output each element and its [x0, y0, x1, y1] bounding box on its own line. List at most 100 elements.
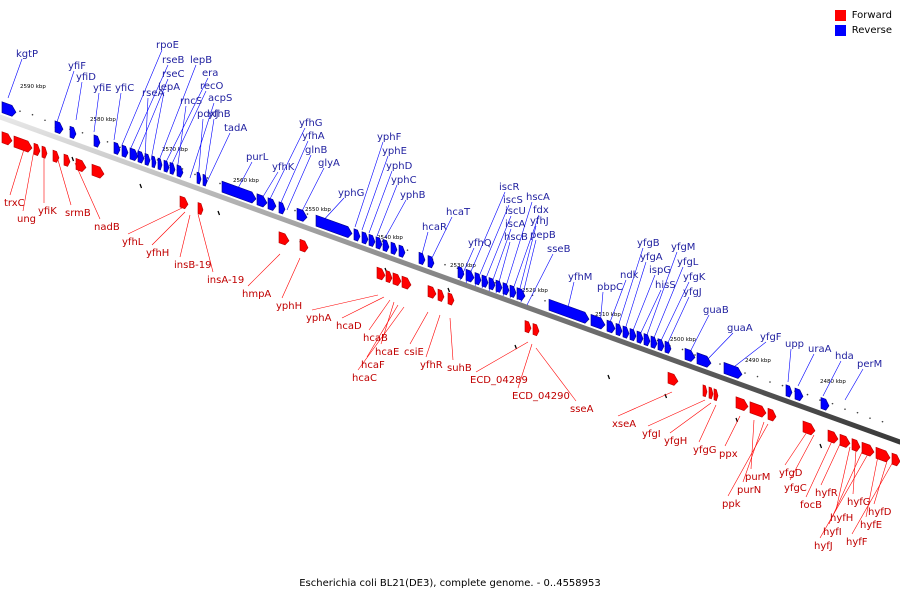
reverse-gene-label[interactable]: hscB — [504, 232, 528, 243]
forward-gene-label[interactable]: hyfR — [815, 488, 838, 499]
forward-gene[interactable] — [767, 407, 777, 422]
reverse-gene[interactable] — [353, 228, 361, 242]
reverse-gene-label[interactable]: yfgJ — [683, 287, 702, 298]
forward-gene-label[interactable]: yfhL — [122, 237, 144, 248]
reverse-gene[interactable] — [196, 171, 202, 185]
reverse-gene[interactable] — [502, 282, 510, 296]
reverse-gene-label[interactable]: guaA — [727, 323, 753, 334]
reverse-gene[interactable] — [629, 328, 637, 342]
reverse-gene[interactable] — [820, 397, 830, 411]
forward-gene[interactable] — [75, 158, 87, 172]
reverse-gene-label[interactable]: yfgA — [640, 252, 663, 263]
reverse-gene[interactable] — [221, 180, 257, 204]
reverse-gene[interactable] — [457, 265, 465, 280]
reverse-gene[interactable] — [418, 251, 426, 265]
forward-gene[interactable] — [197, 202, 204, 215]
reverse-gene-label[interactable]: yfhG — [299, 118, 323, 129]
forward-gene[interactable] — [702, 384, 708, 398]
forward-gene[interactable] — [891, 452, 900, 467]
forward-gene[interactable] — [299, 238, 309, 253]
reverse-gene-label[interactable]: fdx — [533, 205, 549, 216]
forward-gene-label[interactable]: srmB — [65, 208, 91, 219]
reverse-gene[interactable] — [474, 272, 482, 286]
forward-gene-label[interactable]: yfiK — [38, 206, 57, 217]
reverse-gene[interactable] — [495, 279, 503, 293]
reverse-gene-label[interactable]: perM — [857, 359, 882, 370]
reverse-gene[interactable] — [54, 120, 64, 134]
reverse-gene[interactable] — [361, 231, 369, 245]
reverse-gene-label[interactable]: yfhK — [272, 162, 295, 173]
reverse-gene-label[interactable]: hcaT — [446, 207, 471, 218]
reverse-gene[interactable] — [643, 333, 651, 347]
forward-gene-label[interactable]: yfgG — [693, 445, 717, 456]
forward-gene-label[interactable]: hcaC — [352, 373, 377, 384]
reverse-gene-label[interactable]: lepA — [158, 82, 180, 93]
reverse-gene[interactable] — [368, 233, 376, 247]
reverse-gene[interactable] — [382, 238, 390, 252]
forward-gene-label[interactable]: hyfH — [830, 513, 853, 524]
reverse-gene-label[interactable]: rseB — [162, 55, 184, 66]
reverse-gene-label[interactable]: iscR — [499, 182, 519, 193]
forward-gene-label[interactable]: focB — [800, 500, 822, 511]
reverse-gene[interactable] — [615, 323, 623, 337]
reverse-gene[interactable] — [157, 157, 163, 171]
forward-gene-label[interactable]: nadB — [94, 222, 120, 233]
forward-gene-label[interactable]: insB-19 — [174, 260, 212, 271]
reverse-gene[interactable] — [636, 330, 644, 344]
forward-gene[interactable] — [447, 292, 455, 306]
forward-gene-label[interactable]: hcaD — [336, 321, 362, 332]
forward-gene[interactable] — [667, 371, 679, 386]
forward-gene[interactable] — [875, 446, 891, 463]
forward-gene[interactable] — [179, 195, 189, 210]
forward-gene[interactable] — [52, 149, 60, 163]
reverse-gene-label[interactable]: rncS — [180, 96, 202, 107]
reverse-gene[interactable] — [151, 155, 157, 169]
reverse-gene-label[interactable]: iscS — [503, 195, 523, 206]
forward-gene-label[interactable]: hyfG — [847, 497, 871, 508]
reverse-gene[interactable] — [93, 134, 101, 148]
forward-gene[interactable] — [437, 288, 445, 302]
reverse-gene-label[interactable]: guaB — [703, 305, 729, 316]
reverse-gene[interactable] — [548, 298, 590, 324]
forward-gene-label[interactable]: hcaE — [375, 347, 399, 358]
reverse-gene[interactable] — [509, 284, 517, 298]
reverse-gene-label[interactable]: tadA — [224, 123, 247, 134]
reverse-gene-label[interactable]: rpoE — [156, 40, 179, 51]
reverse-gene-label[interactable]: yphC — [391, 175, 417, 186]
reverse-gene-label[interactable]: ndk — [620, 270, 639, 281]
forward-gene-label[interactable]: hmpA — [242, 289, 271, 300]
forward-gene-label[interactable]: ECD_04290 — [512, 391, 570, 402]
forward-gene[interactable] — [385, 269, 393, 284]
forward-gene[interactable] — [532, 323, 540, 337]
reverse-gene[interactable] — [69, 125, 77, 139]
forward-gene[interactable] — [63, 153, 71, 167]
forward-gene[interactable] — [713, 388, 719, 402]
reverse-gene-label[interactable]: yfgL — [677, 257, 699, 268]
reverse-gene-label[interactable]: yfiE — [93, 83, 112, 94]
reverse-gene[interactable] — [169, 161, 176, 175]
reverse-gene[interactable] — [267, 197, 277, 211]
forward-gene-label[interactable]: hcaB — [363, 333, 388, 344]
forward-gene-label[interactable]: purN — [737, 485, 761, 496]
forward-gene-label[interactable]: yfgC — [784, 483, 807, 494]
forward-gene-label[interactable]: xseA — [612, 419, 636, 430]
reverse-gene-label[interactable]: uraA — [808, 344, 832, 355]
forward-gene-label[interactable]: yfgD — [779, 468, 803, 479]
reverse-gene-label[interactable]: yphD — [386, 161, 413, 172]
reverse-gene-label[interactable]: pepB — [530, 230, 556, 241]
forward-gene-label[interactable]: insA-19 — [207, 275, 244, 286]
forward-gene-label[interactable]: yphA — [306, 313, 332, 324]
reverse-gene[interactable] — [315, 214, 353, 239]
forward-gene[interactable] — [851, 438, 861, 452]
reverse-gene[interactable] — [113, 141, 121, 155]
reverse-gene[interactable] — [121, 144, 129, 158]
forward-gene[interactable] — [401, 275, 412, 290]
reverse-gene-label[interactable]: yfgM — [671, 242, 695, 253]
forward-gene[interactable] — [802, 420, 816, 436]
forward-gene-label[interactable]: ppk — [722, 499, 741, 510]
reverse-gene-label[interactable]: yfgF — [760, 332, 782, 343]
reverse-gene[interactable] — [137, 150, 145, 164]
forward-gene[interactable] — [427, 285, 437, 299]
reverse-gene-label[interactable]: yfiF — [68, 61, 86, 72]
reverse-gene-label[interactable]: iscA — [505, 219, 525, 230]
